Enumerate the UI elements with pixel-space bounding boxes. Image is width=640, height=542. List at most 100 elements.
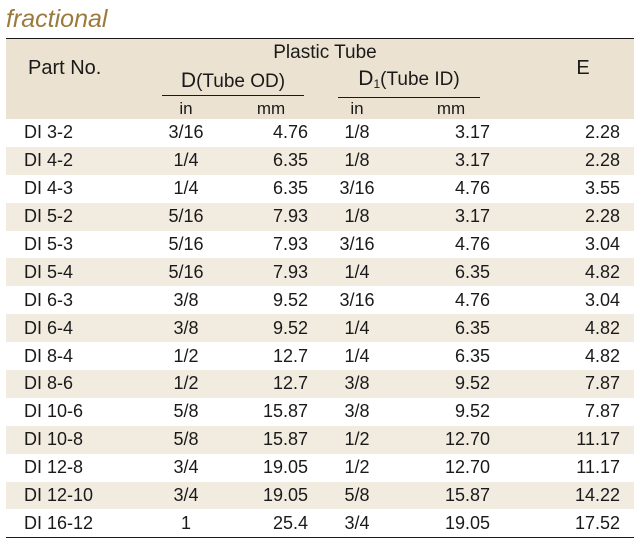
table-row: DI 4-3 1/4 6.35 3/16 4.76 3.55 [6,175,634,203]
table-row: DI 5-3 5/16 7.93 3/16 4.76 3.04 [6,231,634,259]
e-value-cell: 11.17 [576,457,620,478]
table-row: DI 5-2 5/16 7.93 1/8 3.17 2.28 [6,202,634,231]
e-value-cell: 2.28 [584,150,620,171]
part-number-cell: DI 10-8 [24,429,84,450]
unit-in-id: in [350,98,364,118]
table-row: DI 6-3 3/8 9.52 3/16 4.76 3.04 [6,286,634,314]
header-row-group: Part No. Plastic Tube E [6,38,634,98]
table-row: DI 4-2 1/4 6.35 1/8 3.17 2.28 [6,146,634,175]
table-body: DI 3-2 3/16 4.76 1/8 3.17 2.28 DI 4-2 1/4 6.35 1/… [6,119,634,539]
tube-id-subscript: 1 [373,77,381,91]
tube-id-mm-cell: 3.17 [454,150,490,171]
specification-table: Part No. Plastic Tube E D(Tube OD) D1(Tu… [6,38,634,539]
tube-od-mm-cell: 7.93 [272,206,308,227]
table-row: DI 12-8 3/4 19.05 1/2 12.70 11.17 [6,454,634,482]
tube-od-in-cell: 1 [146,509,226,539]
tube-od-mm-cell: 6.35 [272,150,308,171]
units-spacer-right [504,98,634,119]
tube-id-in-cell: 3/8 [344,373,370,394]
tube-id-in-cell: 3/8 [344,401,370,422]
tube-id-mm-cell: 3.17 [454,122,490,143]
unit-mm-id: mm [436,98,466,118]
tube-od-mm-cell: 15.87 [262,401,308,422]
tube-od-in-cell: 3/16 [168,122,204,143]
tube-od-mm-cell: 15.87 [262,429,308,450]
tube-id-in-cell: 1/2 [344,457,370,478]
tube-od-in-cell: 3/8 [173,289,199,310]
part-number-cell: DI 12-10 [24,485,94,506]
tube-od-label: (Tube OD) [196,71,286,92]
tube-id-header: D1(Tube ID) [316,66,504,98]
tube-id-mm-cell: 15.87 [444,485,490,506]
tube-id-in-cell: 1/4 [344,345,370,366]
table-row: DI 5-4 5/16 7.93 1/4 6.35 4.82 [6,258,634,287]
header-row-units: in mm in mm [6,98,634,119]
tube-od-in-cell: 3/4 [173,457,199,478]
part-number-cell: DI 5-2 [24,206,74,227]
e-value-cell: 2.28 [584,206,620,227]
tube-od-letter: D [180,69,197,92]
tube-od-in-cell: 5/16 [168,206,204,227]
table-row: DI 8-6 1/2 12.7 3/8 9.52 7.87 [6,370,634,398]
tube-od-mm-cell: 12.7 [272,373,308,394]
tube-id-in-cell: 5/8 [344,485,370,506]
e-value-cell: 11.17 [576,429,620,450]
e-value-cell: 7.87 [584,373,620,394]
page-title: fractional [6,5,108,33]
tube-od-mm-cell: 12.7 [272,345,308,366]
part-number-cell: DI 3-2 [24,122,74,143]
e-value-cell: 4.82 [584,317,620,338]
tube-id-mm-cell: 9.52 [454,373,490,394]
tube-od-in-cell: 1/4 [173,150,199,171]
tube-id-mm-cell: 6.35 [454,317,490,338]
e-value-cell: 14.22 [574,485,620,506]
table-header: Part No. Plastic Tube E D(Tube OD) D1(Tu… [6,38,634,119]
part-number-cell: DI 10-6 [24,401,84,422]
part-number-cell: DI 4-2 [24,150,74,171]
tube-od-mm-cell: 7.93 [272,234,308,254]
part-number-cell: DI 6-3 [24,289,74,310]
table-row: DI 10-6 5/8 15.87 3/8 9.52 7.87 [6,398,634,426]
tube-od-in-cell: 5/16 [168,261,204,282]
part-number-cell: DI 8-4 [24,345,74,366]
e-value-cell: 4.82 [584,345,620,366]
units-spacer-left [6,98,146,119]
tube-od-in-cell: 1/2 [173,345,199,366]
part-no-header: Part No. [6,38,146,98]
tube-id-in-cell: 1/4 [344,261,370,282]
table-row: DI 10-8 5/8 15.87 1/2 12.70 11.17 [6,425,634,454]
tube-id-in-cell: 3/16 [339,234,375,254]
e-value-cell: 3.04 [584,234,620,254]
part-number-cell: DI 4-3 [24,178,74,199]
tube-od-mm-cell: 19.05 [262,457,308,478]
tube-od-in-cell: 5/8 [173,401,199,422]
table-row: DI 12-10 3/4 19.05 5/8 15.87 14.22 [6,481,634,510]
tube-od-mm-cell: 25.4 [226,509,316,539]
e-value-cell: 4.82 [584,261,620,282]
unit-mm-od: mm [256,98,286,118]
table-row: DI 16-12 1 25.4 3/4 19.05 17.52 [6,509,634,539]
tube-od-in-cell: 1/2 [173,373,199,394]
tube-id-mm-cell: 3.17 [454,206,490,227]
tube-id-mm-cell: 6.35 [454,345,490,366]
tube-id-in-cell: 3/16 [339,289,375,310]
tube-id-mm-cell: 12.70 [444,429,490,450]
table-row: DI 3-2 3/16 4.76 1/8 3.17 2.28 [6,119,634,147]
tube-id-in-cell: 1/2 [344,429,370,450]
plastic-tube-header: Plastic Tube [146,38,504,66]
tube-id-in-cell: 1/8 [344,206,370,227]
tube-od-in-cell: 5/16 [168,234,204,254]
tube-od-in-cell: 5/8 [173,429,199,450]
table-row: DI 8-4 1/2 12.7 1/4 6.35 4.82 [6,342,634,370]
tube-od-in-cell: 3/8 [173,317,199,338]
part-number-cell: DI 5-4 [24,261,74,282]
unit-in-od: in [179,98,193,118]
tube-id-mm-cell: 12.70 [444,457,490,478]
part-number-cell: DI 8-6 [24,373,74,394]
tube-id-in-cell: 1/8 [344,150,370,171]
part-number-cell: DI 5-3 [24,234,74,254]
tube-od-mm-cell: 7.93 [272,261,308,282]
e-value-cell: 17.52 [504,509,634,539]
tube-id-mm-cell: 4.76 [454,234,490,254]
tube-id-in-cell: 1/8 [344,122,370,143]
